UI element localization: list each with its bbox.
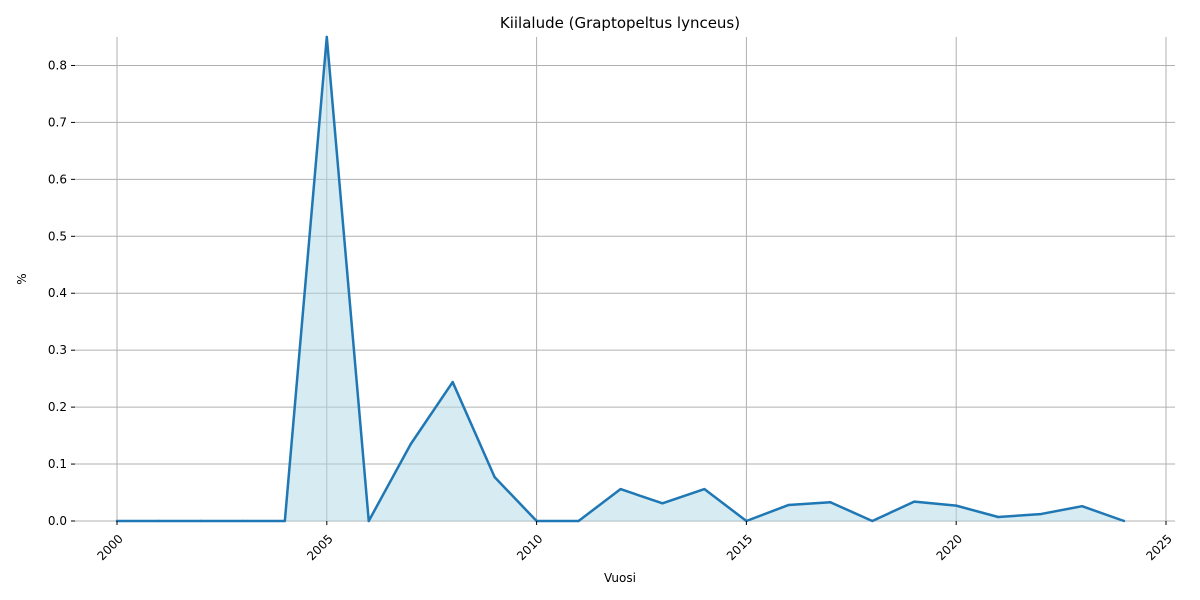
data-point [493,475,496,479]
data-point [787,503,790,507]
data-point [199,519,203,523]
area-fill [117,37,1125,521]
y-tick-label: 0.3 [48,343,67,357]
data-point [451,380,454,384]
series-line [117,35,1125,523]
y-tick-label: 0.5 [48,229,67,243]
x-tick-label: 2010 [514,532,545,563]
y-tick-label: 0.2 [48,400,67,414]
data-point [325,35,328,39]
x-axis: 2000 2005 2010 2015 2020 2025 [94,521,1175,563]
data-point [241,519,245,523]
x-tick-label: 2005 [304,532,335,563]
x-tick-label: 2000 [94,532,125,563]
data-point [409,442,412,446]
y-axis-title: % [15,273,29,284]
data-point [157,519,161,523]
data-point [829,501,832,504]
data-point [283,519,287,523]
data-point [871,519,874,523]
data-point [913,500,916,503]
x-tick-label: 2020 [934,532,965,563]
y-tick-label: 0.1 [48,457,67,471]
data-point [703,487,706,491]
y-axis: 0.0 0.1 0.2 0.3 0.4 0.5 0.6 0.7 0.8 [48,58,75,528]
data-point [955,504,958,507]
x-tick-label: 2015 [724,532,755,563]
grid [75,37,1175,522]
data-point [1122,519,1126,523]
y-tick-label: 0.4 [48,286,67,300]
data-point [619,487,622,491]
y-tick-label: 0.6 [48,172,67,186]
data-point [1080,504,1084,508]
data-point [367,519,370,523]
y-tick-label: 0.8 [48,58,67,72]
chart-title: Kiilalude (Graptopeltus lynceus) [500,14,740,32]
plot-area [115,35,1126,523]
data-point [661,502,664,505]
x-axis-title: Vuosi [604,571,636,585]
y-tick-label: 0.0 [48,514,67,528]
data-point [577,519,580,523]
data-point [996,515,1000,519]
data-point [1038,512,1042,516]
x-tick-label: 2025 [1143,532,1174,563]
y-tick-label: 0.7 [48,115,67,129]
